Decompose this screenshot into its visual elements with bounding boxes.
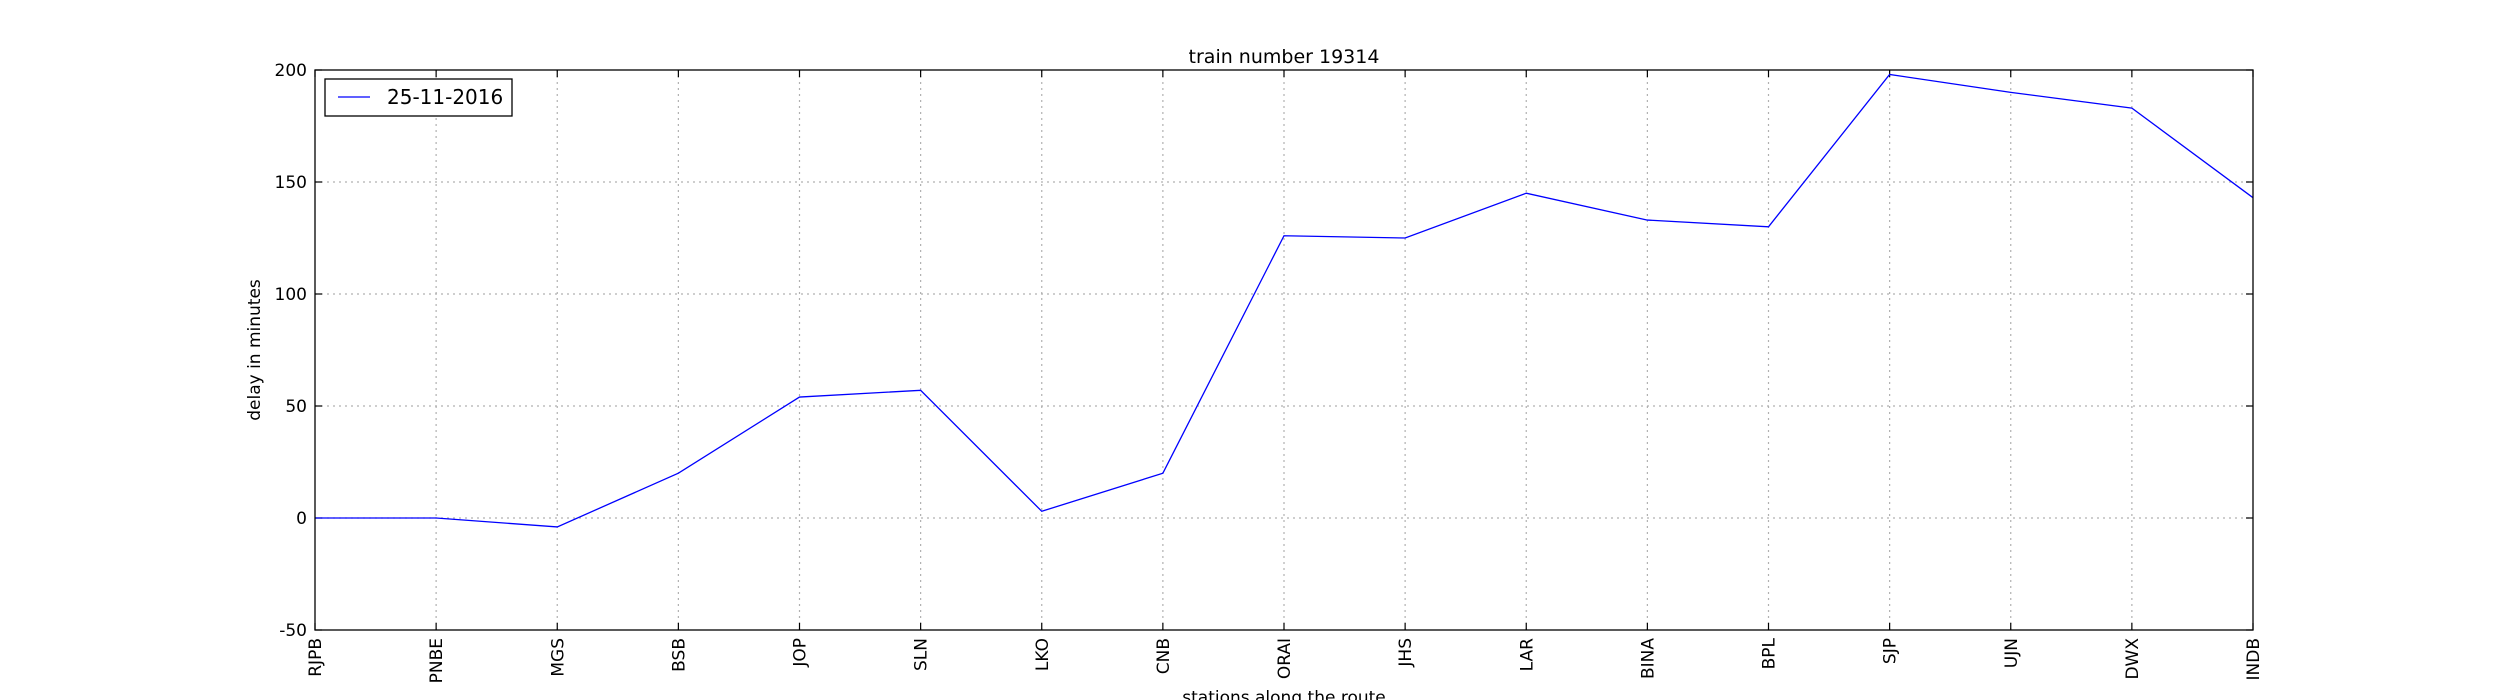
x-tick-label: INDB	[2244, 638, 2264, 680]
x-tick-label: LKO	[1033, 638, 1053, 671]
y-tick-label: 200	[275, 61, 307, 81]
y-tick-label: 150	[275, 173, 307, 193]
data-point	[920, 389, 922, 391]
x-tick-label: BPL	[1760, 637, 1780, 669]
data-point	[1768, 226, 1770, 228]
data-point	[1525, 192, 1527, 194]
x-tick-label: MGS	[548, 638, 568, 677]
legend: 25-11-2016	[324, 78, 513, 117]
data-point	[1404, 237, 1406, 239]
data-point	[1162, 472, 1164, 474]
x-axis-label: stations along the route	[1182, 688, 1386, 700]
x-tick-label: UJN	[2002, 638, 2022, 668]
y-axis-ticks: -50 0 50 100 150 200	[275, 61, 2253, 641]
x-tick-label: PNBE	[427, 638, 447, 683]
y-tick-label: -50	[279, 621, 307, 641]
data-point	[1041, 510, 1043, 512]
plot-frame	[314, 69, 2254, 631]
data-point	[2010, 91, 2012, 93]
data-point	[677, 472, 679, 474]
series-layer	[315, 73, 2254, 528]
y-tick-label: 50	[285, 397, 307, 417]
data-point	[556, 526, 558, 528]
data-point	[1646, 219, 1648, 221]
x-tick-label: DWX	[2123, 638, 2143, 680]
x-tick-label: JOP	[791, 638, 811, 668]
x-tick-label: SLN	[912, 638, 932, 671]
y-axis-label: delay in minutes	[245, 279, 265, 421]
x-tick-label: SJP	[1881, 638, 1901, 664]
chart-title: train number 19314	[1189, 46, 1380, 68]
y-tick-label: 0	[296, 509, 307, 529]
data-point	[435, 517, 437, 519]
series-line	[315, 73, 2254, 528]
x-tick-label: LAR	[1517, 638, 1537, 671]
x-tick-label: RJPB	[306, 638, 326, 677]
data-point	[2131, 107, 2133, 109]
legend-label: 25-11-2016	[387, 85, 503, 109]
x-tick-label: JHS	[1396, 638, 1416, 668]
data-point	[1283, 235, 1285, 237]
x-tick-label: CNB	[1154, 638, 1174, 674]
data-point	[799, 396, 801, 398]
grid-lines	[315, 70, 2253, 630]
x-tick-label: ORAI	[1275, 638, 1295, 679]
x-tick-label: BINA	[1638, 638, 1658, 679]
x-axis-ticks: RJPB PNBE MGS BSB JOP SLN LKO CNB ORAI JHS LAR BINA…	[306, 70, 2264, 683]
data-point	[1889, 73, 1891, 75]
x-tick-label: BSB	[669, 638, 689, 672]
y-tick-label: 100	[275, 285, 307, 305]
